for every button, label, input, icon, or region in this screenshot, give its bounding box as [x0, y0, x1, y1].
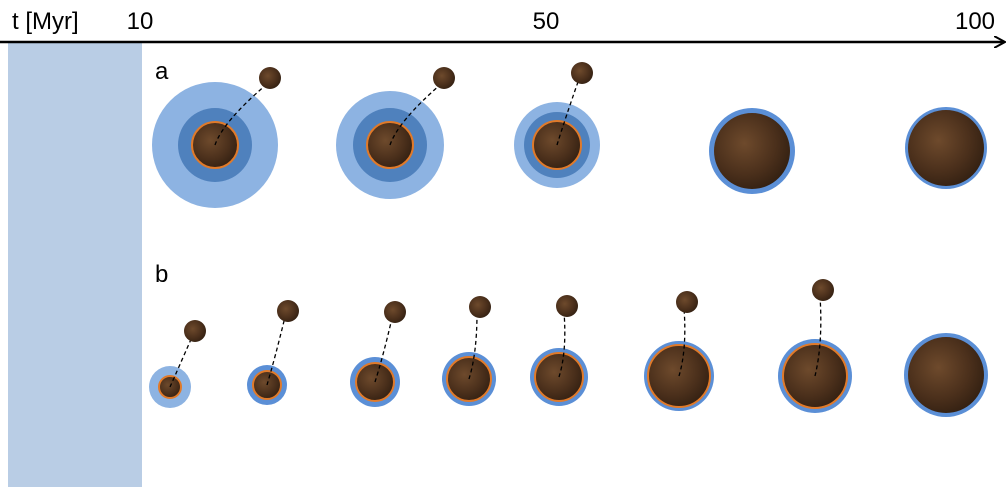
planet	[908, 110, 984, 186]
moon-track	[678, 307, 686, 377]
moon	[571, 62, 593, 84]
tick-label: 50	[533, 8, 560, 35]
moon-track	[814, 295, 822, 377]
moon-track	[266, 316, 286, 386]
moon-track	[169, 336, 193, 388]
moon	[556, 295, 578, 317]
tick-label: 10	[127, 8, 154, 35]
moon-track	[556, 78, 580, 146]
initial-epoch-band	[8, 42, 142, 487]
moon-track	[558, 311, 566, 378]
moon	[812, 279, 834, 301]
moon	[277, 300, 299, 322]
moon-track	[374, 317, 393, 383]
moon-track	[389, 83, 442, 146]
planet	[714, 113, 790, 189]
row-label: b	[155, 261, 168, 288]
moon	[384, 301, 406, 323]
row-label: a	[155, 58, 169, 85]
planet	[908, 337, 984, 413]
moon	[469, 296, 491, 318]
moon	[184, 320, 206, 342]
tick-label: 100	[955, 8, 995, 35]
moon-track	[468, 312, 478, 380]
planets	[149, 62, 988, 417]
moon	[676, 291, 698, 313]
moon	[259, 67, 281, 89]
moon	[433, 67, 455, 89]
axis-label: t [Myr]	[12, 8, 79, 35]
